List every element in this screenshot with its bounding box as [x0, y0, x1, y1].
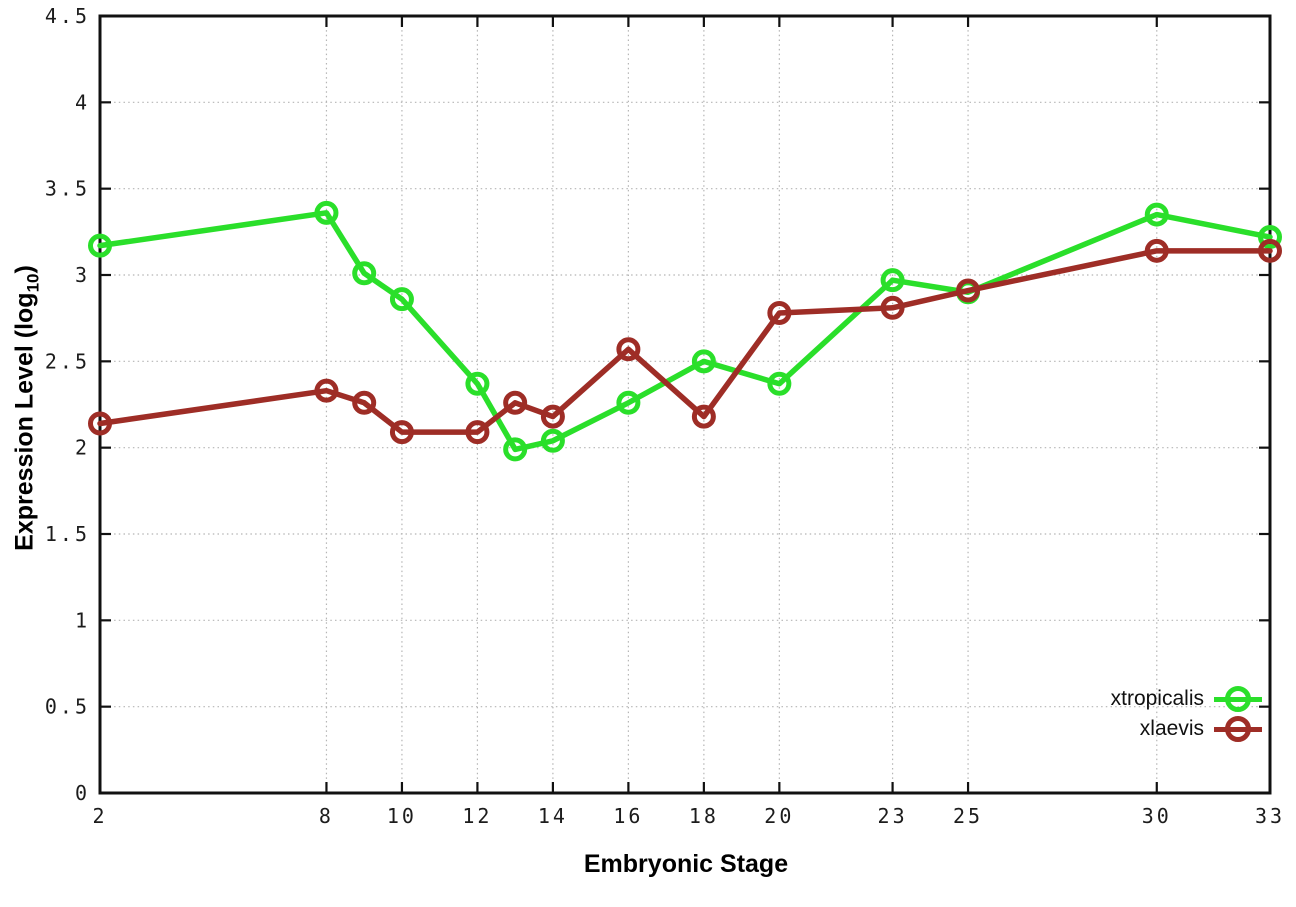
legend-marker-icon	[1214, 686, 1262, 712]
x-tick-label: 16	[613, 804, 643, 828]
x-tick-label: 2	[92, 804, 107, 828]
x-tick-label: 12	[462, 804, 492, 828]
data-point-xlaevis	[767, 300, 792, 325]
x-tick-label: 8	[319, 804, 334, 828]
y-tick-label: 1.5	[45, 522, 90, 546]
y-tick-label: 4.5	[45, 4, 90, 28]
data-point-xtropicalis	[352, 261, 377, 286]
data-point-xtropicalis	[503, 437, 528, 462]
x-tick-label: 10	[387, 804, 417, 828]
legend-label-xtropicalis: xtropicalis	[1110, 687, 1204, 710]
data-point-xlaevis	[88, 411, 112, 436]
y-tick-labels: 0 0.5 1 1.5 2 2.5 3 3.5 4 4.5	[45, 4, 90, 805]
data-point-xlaevis	[465, 420, 490, 445]
data-point-xlaevis	[540, 404, 565, 429]
data-point-xtropicalis	[767, 371, 792, 396]
y-axis-title-subscript: 10	[23, 273, 43, 293]
series-line-xlaevis	[97, 248, 1273, 435]
data-point-xtropicalis	[616, 390, 641, 415]
data-point-xtropicalis	[691, 349, 716, 374]
legend-circle-icon	[1225, 686, 1251, 712]
gridlines	[99, 15, 1271, 794]
y-axis-title-text: Expression Level (log	[10, 292, 39, 551]
data-point-xlaevis	[691, 404, 716, 429]
legend-entry-xlaevis: xlaevis	[1111, 714, 1262, 744]
y-tick-label: 2	[75, 436, 90, 460]
data-point-xlaevis	[389, 420, 414, 445]
data-point-xtropicalis	[1258, 225, 1282, 250]
series-xtropicalis	[88, 200, 1282, 462]
legend: xtropicalis xlaevis	[1111, 684, 1262, 744]
x-tick-label: 18	[689, 804, 719, 828]
y-tick-label: 0	[75, 781, 90, 805]
data-point-xtropicalis	[88, 233, 112, 258]
data-point-xlaevis	[314, 378, 339, 403]
x-tick-label: 23	[878, 804, 908, 828]
data-point-xlaevis	[1258, 238, 1282, 263]
data-point-xlaevis	[503, 390, 528, 415]
legend-circle-icon	[1225, 716, 1251, 742]
tick-marks	[98, 14, 1272, 795]
series-xlaevis	[88, 238, 1282, 445]
y-tick-label: 3.5	[45, 177, 90, 201]
data-point-xtropicalis	[314, 200, 339, 225]
y-tick-label: 0.5	[45, 695, 90, 719]
data-point-xlaevis	[880, 295, 905, 320]
legend-label-xlaevis: xlaevis	[1139, 717, 1204, 740]
data-point-xlaevis	[352, 390, 377, 415]
plot-border	[98, 14, 1272, 795]
legend-entry-xtropicalis: xtropicalis	[1111, 684, 1262, 714]
x-axis-title: Embryonic Stage	[583, 850, 789, 878]
data-point-xtropicalis	[465, 371, 490, 396]
x-tick-label: 14	[538, 804, 568, 828]
x-tick-label: 25	[953, 804, 983, 828]
legend-marker-icon	[1214, 716, 1262, 742]
data-point-xlaevis	[1144, 238, 1169, 263]
x-tick-label: 30	[1142, 804, 1172, 828]
data-point-xtropicalis	[389, 287, 414, 312]
y-tick-label: 4	[75, 90, 90, 114]
x-tick-labels: 2 8 10 12 14 16 18 20 23 25 30 33	[92, 804, 1285, 828]
data-point-xlaevis	[616, 337, 641, 362]
x-tick-label: 20	[764, 804, 794, 828]
data-point-xtropicalis	[880, 268, 905, 293]
y-tick-label: 3	[75, 263, 90, 287]
series-line-xtropicalis	[97, 210, 1273, 453]
y-tick-label: 1	[75, 608, 90, 632]
data-point-xlaevis	[956, 278, 981, 303]
y-axis-title-close: )	[10, 265, 39, 274]
y-axis-title: Expression Level (log10)	[11, 265, 44, 551]
y-tick-label: 2.5	[45, 349, 90, 373]
data-point-xtropicalis	[1144, 202, 1169, 227]
data-point-xtropicalis	[540, 428, 565, 453]
x-tick-label: 33	[1255, 804, 1285, 828]
